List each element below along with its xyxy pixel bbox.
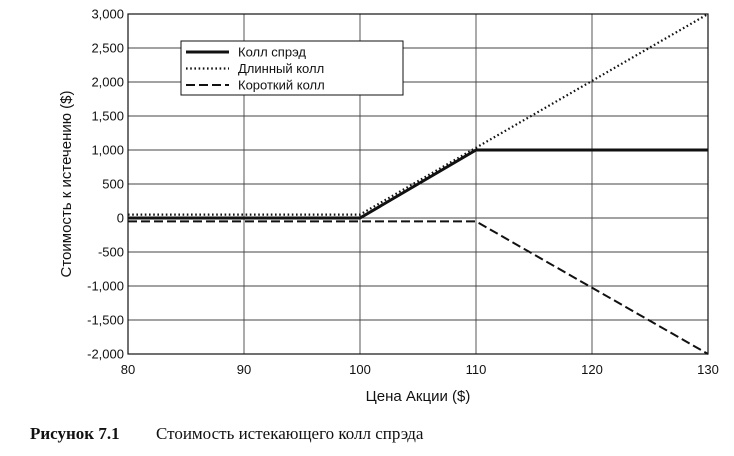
legend-label: Колл спрэд xyxy=(238,45,306,60)
plot-frame xyxy=(127,13,709,355)
series xyxy=(128,13,709,355)
y-tick-label: -1,500 xyxy=(87,313,124,328)
figure-number: Рисунок 7.1 xyxy=(30,424,120,443)
y-tick-label: 0 xyxy=(117,211,124,226)
y-tick-label: 500 xyxy=(102,177,124,192)
y-tick-label: 1,500 xyxy=(91,109,124,124)
grid xyxy=(128,14,708,354)
x-tick-label: 110 xyxy=(466,362,487,377)
series-line-dashed xyxy=(128,220,709,355)
y-tick-label: -500 xyxy=(98,245,124,260)
legend-label: Короткий колл xyxy=(238,78,325,93)
x-tick-label: 80 xyxy=(121,362,135,377)
y-tick-label: 2,000 xyxy=(91,75,124,90)
figure-caption: Рисунок 7.1 Стоимость истекающего колл сп… xyxy=(30,424,423,444)
y-tick-label: 3,000 xyxy=(91,7,124,22)
y-tick-label: -1,000 xyxy=(87,279,124,294)
x-tick-label: 100 xyxy=(349,362,371,377)
figure-caption-text: Стоимость истекающего колл спрэда xyxy=(156,424,424,443)
x-tick-labels: 80 90 100 110 120 130 xyxy=(121,362,719,377)
series-line-solid xyxy=(128,148,708,220)
y-tick-label: 2,500 xyxy=(91,41,124,56)
y-axis-title: Стоимость к истечению ($) xyxy=(58,91,75,278)
x-tick-label: 90 xyxy=(237,362,251,377)
x-tick-label: 130 xyxy=(697,362,719,377)
series-line-dotted xyxy=(128,13,709,216)
x-axis-title: Цена Акции ($) xyxy=(366,388,471,405)
payoff-chart: 80 90 100 110 120 130 3,000 2,500 2,000 1,500 1,0… xyxy=(58,7,719,406)
y-tick-labels: 3,000 2,500 2,000 1,500 1,000 500 0 -500 -1,000 -… xyxy=(87,7,124,362)
y-tick-label: -2,000 xyxy=(87,347,124,362)
y-tick-label: 1,000 xyxy=(91,143,124,158)
x-tick-label: 120 xyxy=(581,362,603,377)
legend-label: Длинный колл xyxy=(238,61,324,76)
